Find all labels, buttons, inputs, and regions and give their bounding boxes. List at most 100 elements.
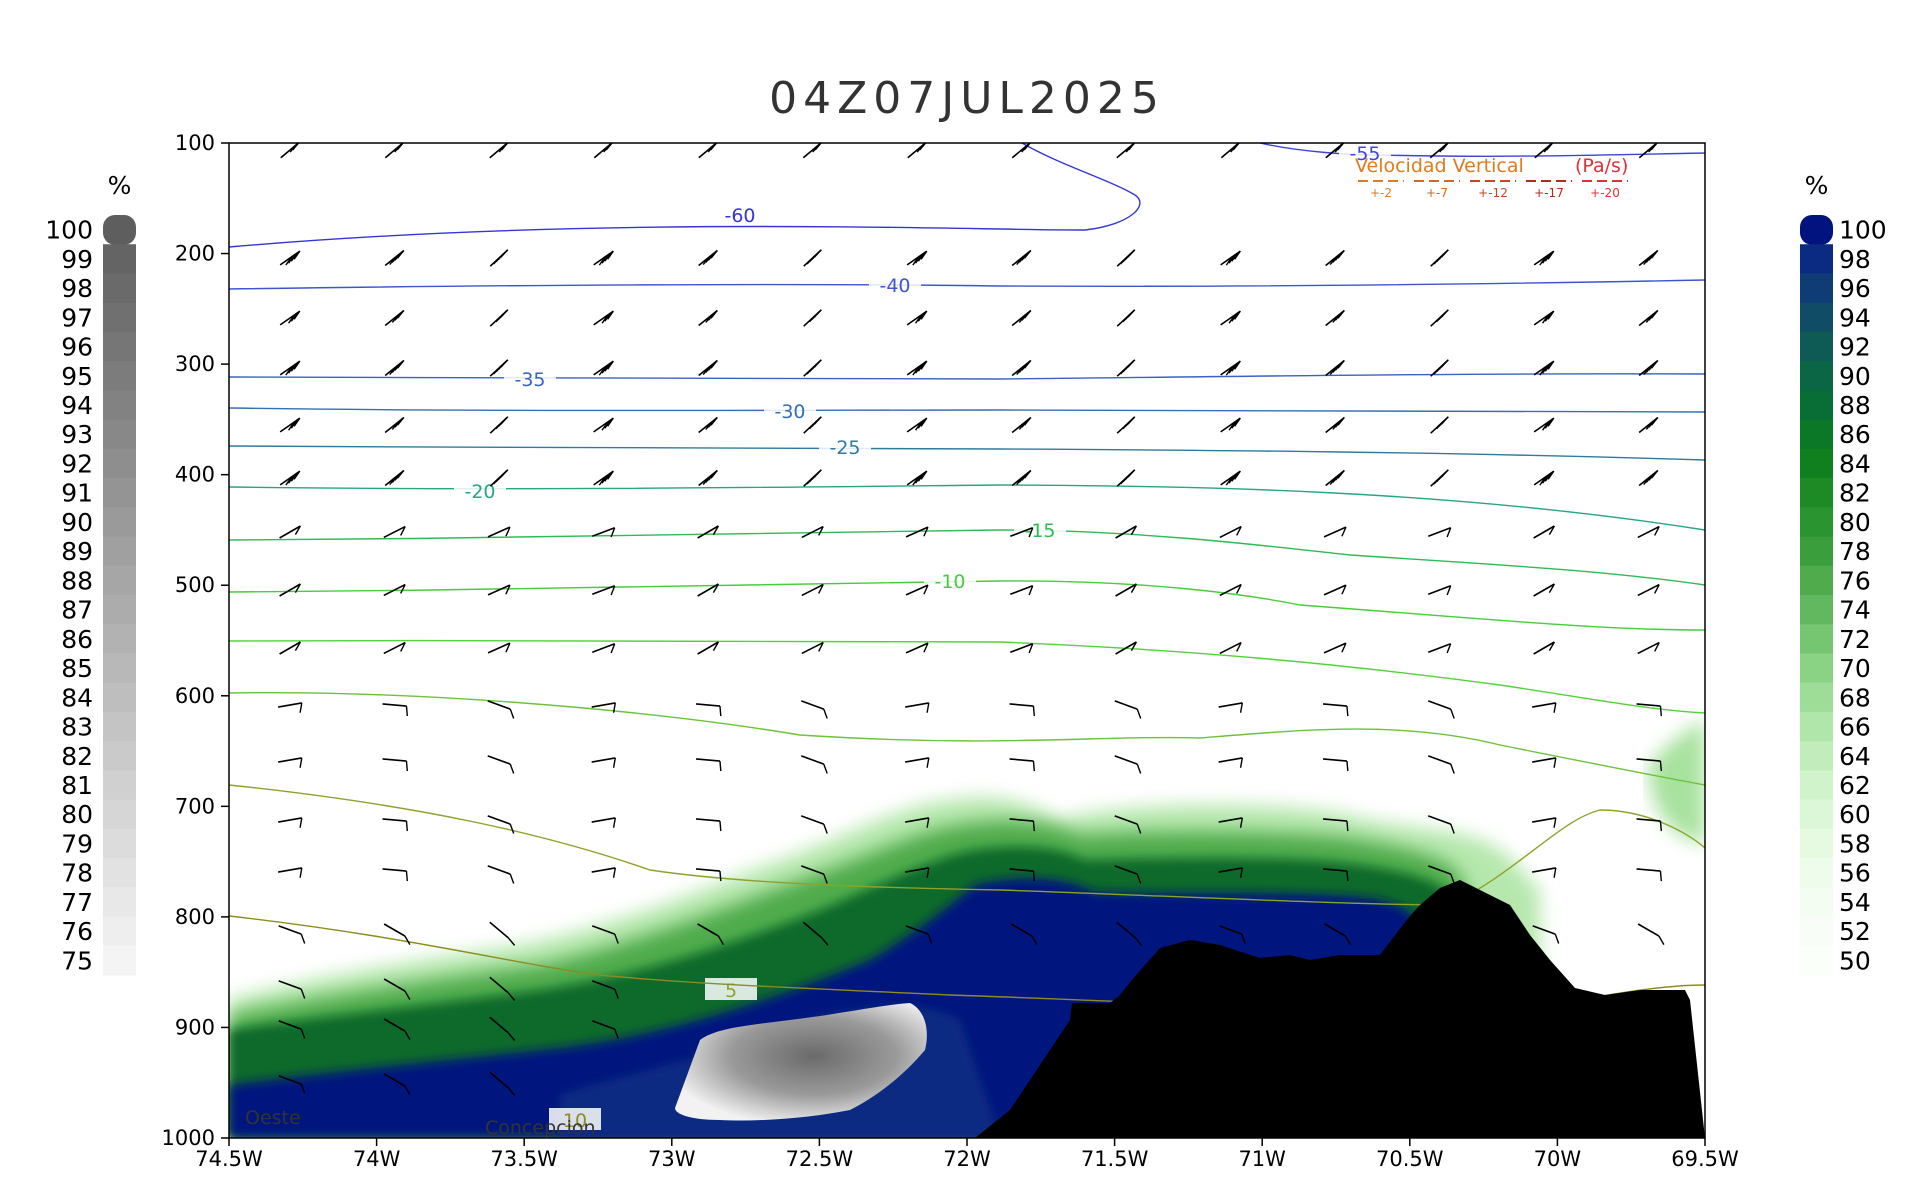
- y-tick-label: 1000: [162, 1126, 215, 1150]
- humidity-right-patch: [1649, 720, 1705, 845]
- wind-barb-feather: [1032, 870, 1036, 882]
- wind-barb-feather: [806, 366, 815, 375]
- axis-annotation-oeste: Oeste: [245, 1107, 301, 1129]
- y-axis: 100 200 300 400 500 600 700 800 900 1000: [162, 131, 229, 1150]
- wind-barb-feather: [1136, 708, 1142, 719]
- wind-barb-staff: [905, 584, 929, 596]
- wind-barb: [698, 359, 718, 377]
- wind-barb-staff: [1219, 583, 1242, 597]
- wind-barb-feather: [806, 256, 815, 265]
- wind-barb-feather: [1542, 421, 1549, 431]
- wind-barb-feather: [702, 366, 711, 376]
- left-colorbar-label: 84: [61, 683, 93, 712]
- wind-barb: [489, 416, 509, 434]
- y-tick-label: 500: [175, 573, 215, 597]
- wind-barb-feather: [1329, 476, 1338, 486]
- wind-barb-feather: [1231, 252, 1239, 262]
- wind-barb-feather: [293, 417, 301, 427]
- wind-barb: [905, 925, 933, 944]
- right-colorbar-swatch: [1800, 565, 1833, 596]
- wind-barb-feather: [1544, 362, 1552, 372]
- wind-barb: [489, 469, 509, 487]
- wind-barb: [1322, 818, 1349, 832]
- wind-barb: [1533, 641, 1555, 655]
- y-tick-label: 300: [175, 352, 215, 376]
- left-colorbar-swatch: [103, 331, 136, 362]
- wind-barb: [1115, 525, 1137, 539]
- wind-barb-feather: [1654, 642, 1660, 652]
- wind-barb-feather: [1231, 472, 1239, 482]
- wind-barb-feather: [493, 256, 501, 265]
- wind-barb-feather: [1225, 366, 1233, 376]
- wind-barb: [800, 700, 828, 719]
- wind-barb-feather: [604, 419, 612, 429]
- wind-barb: [1322, 703, 1349, 717]
- right-colorbar-label: 56: [1839, 859, 1871, 888]
- wind-barb-staff: [1010, 923, 1033, 937]
- wind-barb-staff: [383, 583, 406, 597]
- isotherm-line: [229, 445, 1705, 461]
- wind-barb-feather: [916, 143, 925, 153]
- wind-barb-feather: [1228, 254, 1236, 264]
- wind-barb-feather: [705, 421, 713, 430]
- isotherm-label-bg: [504, 367, 556, 389]
- wind-barb-staff: [1533, 583, 1555, 597]
- wind-barb-feather: [610, 643, 616, 654]
- wind-barb-staff: [905, 526, 929, 538]
- wind-barb-feather: [915, 474, 922, 484]
- wind-barb-feather: [1031, 935, 1038, 946]
- wind-barb-feather: [509, 763, 515, 774]
- wind-barb-feather: [1554, 933, 1560, 944]
- wind-barb-staff: [1636, 818, 1661, 822]
- wind-barb-staff: [800, 865, 825, 875]
- isotherm-line: [229, 639, 1705, 714]
- wind-barb-feather: [505, 526, 511, 537]
- wind-barb: [591, 817, 617, 828]
- wind-barb-staff: [800, 700, 825, 710]
- wind-barb-feather: [299, 867, 303, 878]
- right-colorbar-label: 90: [1839, 362, 1871, 391]
- wind-barb: [1011, 143, 1032, 159]
- wind-barb-feather: [612, 702, 617, 713]
- wind-barb: [383, 1018, 411, 1041]
- wind-barb-feather: [809, 420, 817, 430]
- wind-barb-feather: [1547, 250, 1555, 260]
- wind-barb-feather: [607, 310, 614, 320]
- wind-barb-feather: [1544, 419, 1552, 429]
- wind-barb: [698, 469, 718, 487]
- wind-barb-feather: [823, 873, 828, 884]
- right-colorbar-swatch: [1800, 361, 1833, 391]
- wind-barb: [905, 642, 929, 654]
- wind-barb: [1116, 359, 1136, 377]
- wind-barb-staff: [591, 1020, 616, 1030]
- wind-barb-feather: [1239, 817, 1244, 828]
- wind-barb-feather: [1016, 476, 1024, 486]
- wind-barb: [278, 867, 303, 878]
- wind-barb-staff: [1427, 700, 1452, 710]
- wind-barb-feather: [1436, 313, 1444, 323]
- wind-barb-feather: [1439, 143, 1447, 153]
- wind-barb-feather: [607, 470, 614, 480]
- wind-barb-staff: [1323, 642, 1347, 654]
- wind-barb-feather: [288, 364, 295, 374]
- wind-barb-feather: [285, 366, 293, 376]
- wind-barb: [907, 143, 927, 159]
- wind-barb-staff: [1010, 526, 1033, 538]
- wind-barb: [1116, 143, 1136, 159]
- wind-barb-feather: [719, 820, 722, 832]
- isotherm-label-bg: [924, 569, 976, 591]
- left-colorbar-label: 76: [61, 917, 93, 946]
- wind-barb-feather: [912, 256, 920, 266]
- left-colorbar-label: 96: [61, 333, 93, 362]
- y-tick-label: 400: [175, 463, 215, 487]
- wind-barb: [487, 700, 515, 719]
- wind-barb-feather: [1032, 820, 1036, 832]
- wind-barb-feather: [598, 256, 606, 266]
- wind-barb: [1011, 416, 1032, 434]
- x-tick-label: 72.5W: [786, 1147, 854, 1171]
- wind-barb-feather: [1547, 417, 1555, 427]
- wind-barb: [487, 755, 515, 774]
- wind-barb-feather: [404, 1030, 411, 1041]
- wind-barb-feather: [1659, 760, 1663, 772]
- wind-barb: [1638, 143, 1659, 159]
